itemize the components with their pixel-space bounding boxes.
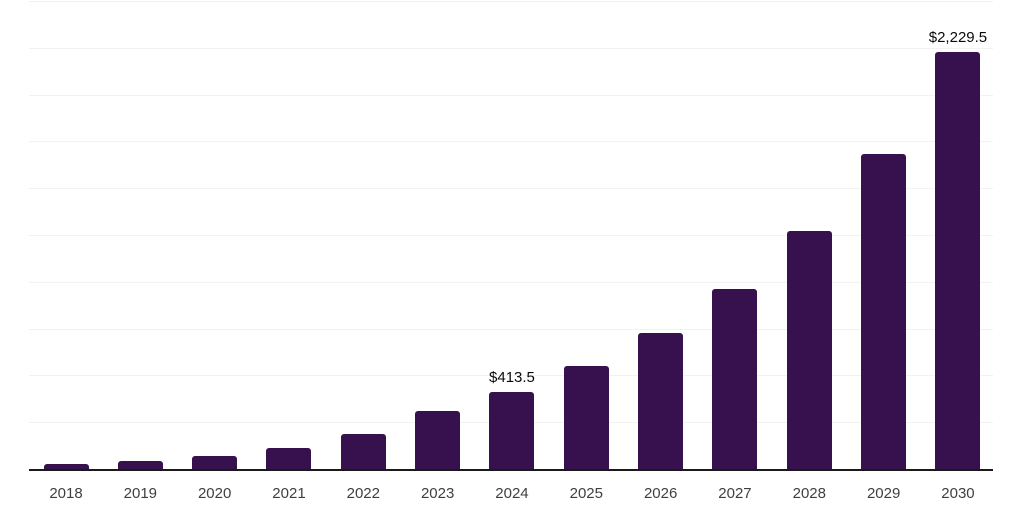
x-axis-line bbox=[29, 469, 993, 471]
x-tick-2029: 2029 bbox=[866, 485, 901, 502]
bar-2020[interactable] bbox=[192, 456, 238, 469]
x-tick-2022: 2022 bbox=[346, 485, 380, 502]
gridline bbox=[29, 141, 993, 143]
x-tick-2025: 2025 bbox=[569, 485, 603, 502]
bar-2019[interactable] bbox=[117, 461, 163, 469]
bar-2030[interactable] bbox=[935, 51, 981, 469]
gridline bbox=[29, 281, 993, 283]
bar-2025[interactable] bbox=[563, 366, 609, 469]
x-tick-2021: 2021 bbox=[272, 485, 306, 502]
x-tick-2028: 2028 bbox=[792, 485, 826, 502]
bar-2028[interactable] bbox=[786, 230, 832, 469]
x-tick-2020: 2020 bbox=[197, 485, 232, 502]
bar-2021[interactable] bbox=[266, 447, 312, 469]
bar-2026[interactable] bbox=[638, 333, 684, 469]
gridline bbox=[29, 94, 993, 96]
gridline bbox=[29, 188, 993, 190]
value-label-2024: $413.5 bbox=[489, 368, 535, 386]
bar-2024[interactable] bbox=[489, 391, 535, 469]
bar-2018[interactable] bbox=[43, 463, 89, 469]
bar-2029[interactable] bbox=[861, 153, 907, 469]
x-tick-2019: 2019 bbox=[123, 485, 158, 502]
gridline bbox=[29, 1, 993, 2]
x-tick-2023: 2023 bbox=[420, 485, 455, 502]
x-tick-2018: 2018 bbox=[49, 485, 83, 502]
x-tick-2030: 2030 bbox=[941, 485, 975, 502]
x-tick-2026: 2026 bbox=[643, 485, 678, 502]
bar-2023[interactable] bbox=[415, 410, 461, 469]
value-label-2030: $2,229.5 bbox=[928, 28, 988, 46]
gridline bbox=[29, 47, 993, 49]
bar-2027[interactable] bbox=[712, 289, 758, 469]
gridline bbox=[29, 328, 993, 330]
gridline bbox=[29, 375, 993, 377]
x-tick-2024: 2024 bbox=[495, 485, 529, 502]
gridline bbox=[29, 235, 993, 236]
bar-2022[interactable] bbox=[340, 433, 386, 469]
x-tick-2027: 2027 bbox=[718, 485, 752, 502]
